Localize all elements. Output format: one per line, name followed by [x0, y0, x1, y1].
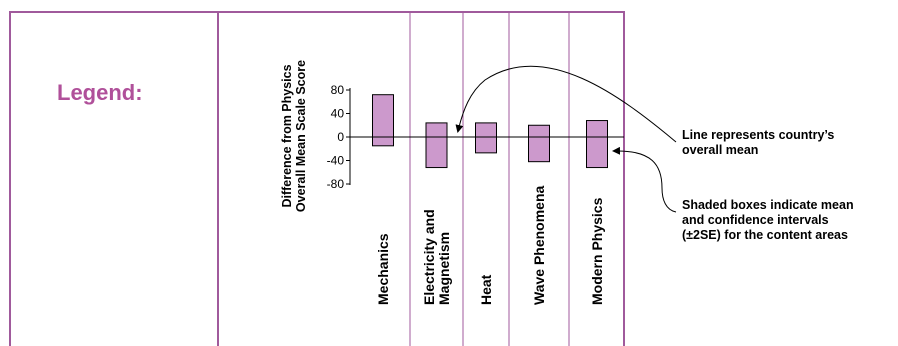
legend-frame: [9, 11, 625, 346]
line-annotation: Line represents country’s overall mean: [682, 128, 834, 157]
box-annotation: Shaded boxes indicate mean and confidenc…: [682, 198, 854, 242]
legend-title: Legend:: [57, 80, 143, 105]
box-annotation-text-1: Shaded boxes indicate mean: [682, 198, 854, 212]
box-annotation-arrow: [612, 146, 677, 213]
line-annotation-text-1: Line represents country’s: [682, 128, 834, 142]
y-tick-label: 40: [331, 107, 345, 121]
confidence-box: [586, 120, 608, 169]
category-label: Magnetism: [436, 232, 452, 305]
y-tick-label: -80: [327, 177, 345, 191]
category-label: Heat: [478, 274, 494, 305]
category-label: Wave Phenomena: [531, 185, 547, 305]
confidence-box: [475, 122, 497, 154]
category-labels: Mechanics Electricity and Magnetism Heat Wav…: [375, 185, 605, 305]
y-axis: 80 40 0 -40 -80: [327, 83, 351, 191]
y-tick-label: 80: [331, 83, 345, 97]
box-annotation-text-3: (±2SE) for the content areas: [682, 228, 848, 242]
category-label: Modern Physics: [589, 197, 605, 305]
category-label: Electricity and: [421, 209, 437, 305]
box-annotation-text-2: and confidence intervals: [682, 213, 829, 227]
y-tick-label: 0: [337, 130, 344, 144]
y-axis-label-line-1: Difference from Physics: [280, 64, 294, 207]
y-axis-label-line-2: Overall Mean Scale Score: [294, 60, 308, 212]
y-tick-label: -40: [327, 154, 345, 168]
line-annotation-text-2: overall mean: [682, 143, 758, 157]
category-label: Mechanics: [375, 233, 391, 305]
line-annotation-arrow: [455, 65, 677, 143]
confidence-box: [425, 122, 448, 169]
confidence-box: [372, 94, 394, 147]
confidence-box: [528, 124, 550, 163]
boxes: [372, 94, 608, 169]
